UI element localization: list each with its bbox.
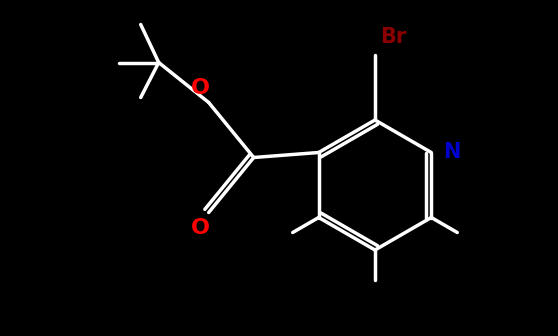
Text: O: O [191, 78, 210, 97]
Text: O: O [191, 217, 210, 238]
Text: N: N [443, 142, 461, 163]
Text: Br: Br [380, 27, 406, 47]
